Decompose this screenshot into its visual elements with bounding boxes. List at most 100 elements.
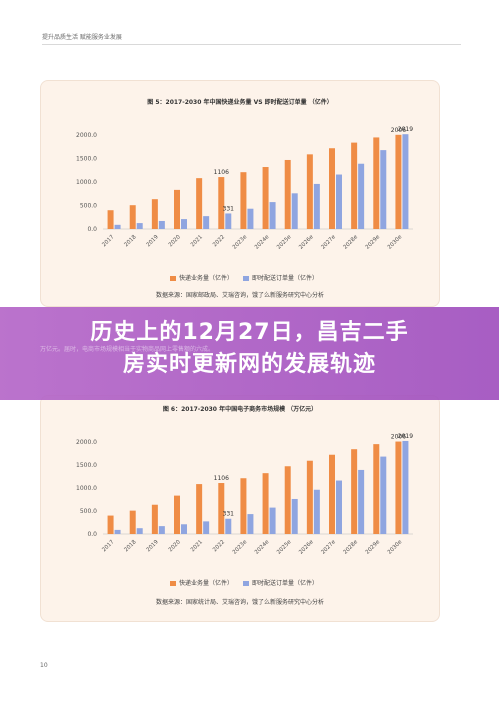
legend-label-instant: 即时配送订单量（亿件）: [251, 580, 318, 587]
bar-instant: [336, 480, 342, 534]
x-tick-label: 2026e: [298, 234, 315, 251]
bar-instant: [158, 526, 165, 534]
x-tick-label: 2025e: [276, 234, 293, 251]
chart-source: 数据来源：国家统计局、艾瑞咨询，饿了么新服务研究中心分析: [155, 599, 324, 606]
bar-instant: [136, 223, 143, 229]
chart-title: 图 5：2017-2030 年中国快递业务量 VS 即时配送订单量 （亿件）: [147, 99, 333, 106]
bar-instant: [402, 440, 409, 534]
x-tick-label: 2019: [146, 539, 160, 553]
x-tick-label: 2020: [168, 539, 182, 553]
bar-instant: [269, 202, 276, 229]
page-number: 10: [40, 662, 48, 669]
x-tick-label: 2027e: [320, 234, 337, 251]
x-tick-label: 2018: [123, 234, 137, 248]
bar-instant: [225, 213, 232, 229]
y-tick-label: 500.0: [80, 508, 97, 515]
bar-express: [107, 210, 114, 229]
bar-instant: [225, 518, 232, 534]
bar-express: [351, 449, 358, 534]
bar-express: [306, 460, 313, 534]
x-tick-label: 2021: [190, 234, 204, 248]
y-tick-label: 1000.0: [76, 179, 97, 186]
legend-label-express: 快递业务量（亿件）: [179, 275, 234, 282]
bar-express: [395, 134, 402, 229]
bar-instant: [203, 216, 210, 229]
bar-express: [240, 478, 247, 534]
article-title-line-1: 历史上的12月27日，昌吉二手: [90, 320, 409, 345]
x-tick-label: 2020: [168, 234, 182, 248]
title-overlay-banner: 万亿元。届时，电商市场规模相当于实物商品网上零售额的六成。 历史上的12月27日…: [0, 307, 499, 400]
bar-instant: [358, 469, 365, 534]
y-tick-label: 0.0: [87, 226, 97, 233]
bar-express: [129, 510, 136, 534]
bar-instant: [114, 224, 121, 229]
bar-express: [129, 205, 136, 229]
y-tick-label: 1500.0: [76, 462, 97, 469]
x-tick-label: 2028e: [343, 234, 360, 251]
chart-card-5: 图 5：2017-2030 年中国快递业务量 VS 即时配送订单量 （亿件） 0…: [40, 80, 440, 307]
bar-instant: [247, 514, 254, 534]
x-tick-label: 2028e: [343, 539, 360, 556]
bar-instant: [291, 498, 298, 534]
bar-express: [329, 148, 335, 229]
y-tick-label: 1000.0: [76, 485, 97, 492]
x-tick-label: 2023e: [232, 539, 249, 556]
x-tick-label: 2024e: [254, 234, 271, 251]
data-label: 1106: [214, 169, 229, 176]
bar-instant: [114, 529, 121, 534]
y-tick-label: 2000.0: [76, 132, 97, 139]
bar-express: [329, 454, 335, 534]
bar-express: [284, 466, 291, 534]
legend-label-express: 快递业务量（亿件）: [179, 580, 234, 587]
bar-express: [284, 159, 291, 229]
legend-label-instant: 即时配送订单量（亿件）: [251, 275, 318, 282]
bar-express: [174, 495, 180, 534]
bar-instant: [269, 507, 276, 534]
bar-instant: [336, 174, 342, 229]
x-tick-label: 2026e: [298, 539, 315, 556]
x-tick-label: 2019: [146, 234, 160, 248]
data-label: 331: [223, 511, 235, 518]
header-divider: [42, 44, 461, 45]
data-label: 2006: [391, 127, 406, 134]
data-label: 2019: [398, 126, 413, 133]
article-title-line-2: 房实时更新网的发展轨迹: [122, 352, 376, 377]
bar-express: [262, 473, 269, 534]
y-tick-label: 500.0: [80, 203, 97, 210]
bar-express: [262, 167, 269, 229]
x-tick-label: 2021: [190, 539, 204, 553]
chart-card-6: 图 6：2017-2030 年中国电子商务市场规模 （万亿元） 0.0 500.0…: [40, 395, 440, 622]
bar-instant: [181, 219, 187, 229]
chart-title: 图 6：2017-2030 年中国电子商务市场规模 （万亿元）: [162, 406, 318, 413]
bar-express: [174, 189, 180, 229]
x-tick-label: 2022: [212, 539, 226, 553]
y-tick-label: 2000.0: [76, 439, 97, 446]
page-header: 提升品质生活 赋能服务业发展: [42, 34, 122, 41]
bar-instant: [380, 456, 387, 534]
bar-express: [373, 137, 380, 229]
x-tick-label: 2029e: [365, 539, 382, 556]
bar-instant: [291, 193, 298, 229]
bar-express: [107, 515, 114, 534]
bar-instant: [247, 208, 254, 229]
x-tick-label: 2030e: [387, 234, 404, 251]
x-tick-label: 2017: [101, 539, 115, 553]
bar-express: [395, 441, 402, 534]
data-label: 2006: [391, 434, 406, 441]
legend-swatch-express: [170, 276, 177, 281]
chart-source: 数据来源：国家邮政局、艾瑞咨询，饿了么新服务研究中心分析: [155, 292, 324, 299]
data-label: 2019: [398, 433, 413, 440]
bar-instant: [203, 521, 210, 534]
x-tick-label: 2025e: [276, 539, 293, 556]
bar-express: [306, 154, 313, 229]
chart-legend: 快递业务量（亿件） 即时配送订单量（亿件）: [41, 273, 439, 282]
overlay-faint-text: 万亿元。届时，电商市场规模相当于实物商品网上零售额的六成。: [40, 346, 215, 353]
bar-express: [373, 444, 380, 534]
bar-express: [218, 177, 225, 229]
x-tick-label: 2023e: [232, 234, 249, 251]
bar-instant: [380, 150, 387, 229]
bar-instant: [313, 183, 320, 229]
data-label: 331: [223, 205, 235, 212]
bar-express: [351, 142, 358, 229]
bar-express: [218, 483, 225, 534]
